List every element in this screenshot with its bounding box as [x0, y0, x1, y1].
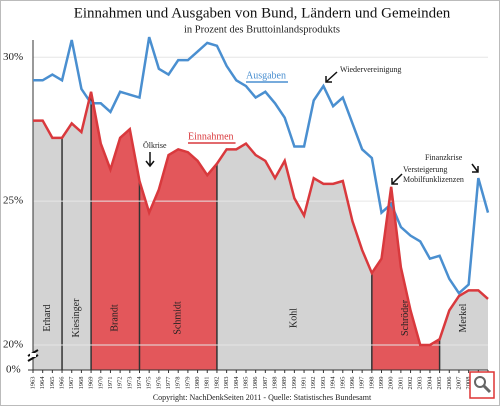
x-tick-label: 1980 [194, 377, 201, 390]
chart-title: Einnahmen und Ausgaben von Bund, Ländern… [74, 5, 451, 21]
y-tick-label: 30% [3, 51, 23, 63]
x-tick-label: 1986 [252, 376, 259, 390]
x-tick-label: 1990 [291, 377, 298, 390]
chart-subtitle: in Prozent des Bruttoinlandsprodukts [184, 24, 340, 35]
x-tick-label: 1992 [310, 377, 317, 390]
y-tick-label: 25% [3, 195, 23, 207]
x-tick-label: 1983 [223, 377, 230, 390]
x-tick-label: 2006 [446, 376, 453, 390]
x-tick-label: 2003 [417, 377, 424, 390]
period-area [439, 290, 488, 370]
arrow [391, 173, 403, 185]
period-label: Kiesinger [71, 298, 82, 338]
x-tick-label: 2001 [397, 377, 404, 390]
period-area [139, 149, 217, 370]
period-area [62, 91, 92, 370]
arrow [471, 163, 479, 173]
x-tick-label: 2005 [436, 377, 443, 390]
period-label: Erhard [42, 304, 53, 331]
y-tick-label: 0% [6, 364, 21, 376]
x-tick-label: 1973 [126, 377, 133, 390]
x-tick-label: 1967 [68, 376, 75, 390]
x-tick-label: 1970 [97, 377, 104, 390]
x-tick-label: 1975 [146, 377, 153, 390]
annotation: Ölkrise [143, 141, 167, 150]
y-tick-label: 20% [3, 339, 23, 351]
x-tick-label: 1982 [213, 377, 220, 390]
zoom-button[interactable] [469, 371, 495, 399]
x-tick-label: 1999 [378, 377, 385, 390]
x-tick-label: 1974 [136, 376, 143, 390]
x-tick-label: 1976 [155, 376, 162, 390]
x-tick-label: 1964 [39, 376, 46, 390]
footer: Copyright: NachDenkSeiten 2011 - Quelle:… [153, 393, 372, 402]
x-tick-label: 1997 [359, 376, 366, 390]
x-tick-label: 1965 [49, 377, 56, 390]
x-tick-label: 1994 [330, 376, 337, 390]
series-line [33, 91, 489, 347]
x-tick-label: 1995 [339, 377, 346, 390]
x-tick-label: 1977 [165, 376, 172, 390]
period-label: Brandt [110, 304, 121, 331]
zoom-lens[interactable] [474, 376, 486, 388]
x-tick-label: 1981 [204, 377, 211, 390]
period-label: Schröder [400, 299, 411, 336]
zoom-frame[interactable] [469, 371, 495, 399]
period-label: Kohl [289, 308, 300, 328]
x-tick-label: 1987 [262, 376, 269, 390]
x-tick-label: 1969 [88, 377, 95, 390]
x-tick-label: 1972 [117, 377, 124, 390]
x-tick-label: 1968 [78, 377, 85, 390]
x-tick-label: 1993 [320, 377, 327, 390]
x-tick-label: 1978 [175, 377, 182, 390]
series-label: Ausgaben [246, 70, 286, 81]
x-tick-label: 2008 [465, 377, 472, 390]
annotation: Finanzkrise [425, 153, 463, 162]
x-tick-label: 1989 [281, 377, 288, 390]
period-area [216, 143, 372, 370]
period-area [371, 186, 440, 370]
x-tick-label: 1988 [272, 377, 279, 390]
plot: Erhard Kiesinger Brandt Schmidt Kohl Schröder… [3, 36, 491, 390]
period-label: Schmidt [173, 301, 184, 335]
x-tick-label: 1984 [233, 376, 240, 390]
period-area [91, 91, 140, 370]
x-tick-label: 1979 [184, 377, 191, 390]
period-label: Merkel [458, 303, 469, 332]
period-area [33, 120, 63, 370]
arrow [145, 152, 155, 168]
x-tick-label: 2000 [388, 377, 395, 390]
arrow [325, 71, 338, 83]
series-label: Einnahmen [188, 131, 234, 142]
x-tick-label: 1998 [368, 377, 375, 390]
annotation: Mobilfunklizenzen [403, 175, 464, 184]
x-tick-label: 2007 [455, 376, 462, 390]
zoom-handle[interactable] [482, 384, 492, 394]
x-tick-label: 2002 [407, 377, 414, 390]
annotation: Versteigerung [403, 165, 447, 174]
x-tick-label: 2004 [426, 376, 433, 390]
x-tick-label: 1971 [107, 377, 114, 390]
x-tick-label: 1991 [301, 377, 308, 390]
series-line [33, 36, 490, 296]
x-tick-label: 1966 [59, 376, 66, 390]
x-tick-label: 1985 [242, 377, 249, 390]
x-tick-label: 1996 [349, 376, 356, 390]
x-tick-label: 1963 [29, 377, 36, 390]
annotation: Wiedervereinigung [340, 65, 401, 74]
axis-break-gap [30, 353, 36, 357]
